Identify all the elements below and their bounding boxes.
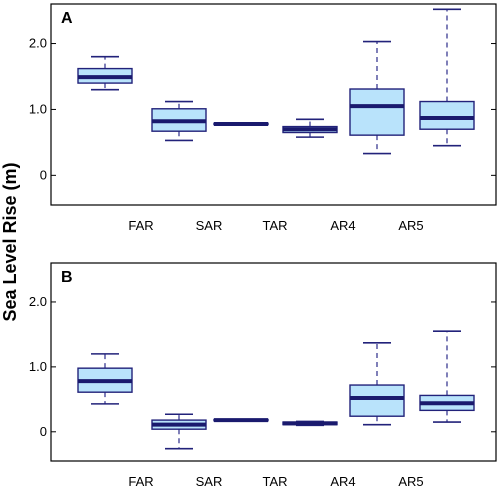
x-tick-label: AR4 [330, 474, 355, 489]
y-axis-label: Sea Level Rise (m) [0, 162, 20, 321]
y-tick-label: 0 [40, 424, 47, 439]
box-iqr [419, 100, 475, 130]
y-tick-label: 0 [40, 167, 47, 182]
box-ar5 [419, 330, 475, 423]
box-tar [213, 418, 269, 423]
x-tick-label: TAR [262, 474, 287, 489]
box-ar5 [419, 8, 475, 147]
x-tick-label: AR5 [398, 474, 423, 489]
plot-frame [50, 262, 497, 462]
box-sar [151, 100, 207, 142]
y-tick-label: 2.0 [29, 36, 47, 51]
box-far [77, 353, 133, 405]
box-ar4 [282, 118, 338, 138]
panel-label: A [61, 10, 73, 27]
panel-label: B [61, 269, 73, 286]
plot-frame [50, 3, 497, 206]
x-tick-label: FAR [128, 474, 153, 489]
panel-b: B 0 1.0 2.0 FAR SAR TAR AR4 AR5 [29, 262, 497, 489]
x-tick-label: FAR [128, 218, 153, 233]
box-ar5 [349, 40, 405, 155]
box-ar4 [282, 420, 338, 427]
box-iqr [349, 88, 405, 136]
x-tick-label: SAR [196, 474, 223, 489]
box-tar [213, 121, 269, 126]
y-tick-label: 1.0 [29, 101, 47, 116]
x-tick-label: AR5 [398, 218, 423, 233]
box-iqr [349, 384, 405, 417]
y-tick-label: 1.0 [29, 359, 47, 374]
box-sar [151, 413, 207, 450]
y-tick-label: 2.0 [29, 294, 47, 309]
box-far [77, 55, 133, 91]
box-ar5 [349, 342, 405, 426]
panel-a: A 0 1.0 2.0 FAR SAR TAR AR4 AR5 [29, 3, 497, 233]
x-tick-label: AR4 [330, 218, 355, 233]
x-tick-label: TAR [262, 218, 287, 233]
x-tick-label: SAR [196, 218, 223, 233]
